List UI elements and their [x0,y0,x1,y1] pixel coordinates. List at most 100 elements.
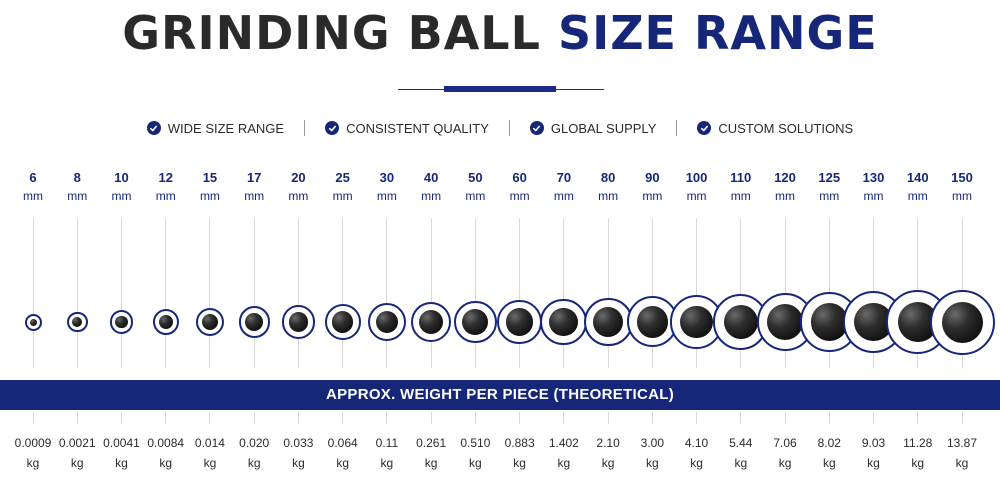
size-unit: mm [244,189,265,203]
guide-line [828,412,830,424]
size-unit: mm [819,189,840,203]
ball-column: 20 mm 0.033 kg [276,170,320,483]
guide-line [474,218,476,368]
weight-unit: kg [115,456,128,470]
ball-ring [454,300,497,344]
guide-line [76,218,78,368]
weight-unit: kg [690,456,703,470]
ball-weight-value: 13.87 [946,436,978,450]
weight-unit: kg [955,456,969,470]
ball-size-value: 120 [774,170,796,185]
guide-line [563,218,565,368]
grinding-ball [593,306,624,338]
size-unit: mm [67,189,88,203]
ball-size-value: 20 [291,170,306,185]
guide-line [607,218,609,368]
grinding-ball [332,311,354,333]
ball-column: 12 mm 0.0084 kg [144,170,188,483]
title-part-2: SIZE RANGE [557,6,878,60]
feature-separator [508,120,510,136]
guide-line [32,412,34,424]
weight-band: APPROX. WEIGHT PER PIECE (THEORETICAL) [0,380,1000,410]
ball-ring [367,302,406,342]
guide-line [474,412,476,424]
grinding-ball [462,309,489,335]
weight-unit: kg [601,456,615,470]
ball-column: 150 mm 13.87 kg [929,170,995,483]
weight-unit: kg [26,456,40,470]
ball-column: 120 mm 7.06 kg [756,170,814,483]
ball-size-value: 110 [730,170,752,185]
grinding-ball [505,308,534,336]
ball-ring [583,297,633,347]
guide-line [873,412,875,424]
size-unit: mm [730,189,751,203]
ball-size-value: 25 [335,170,350,185]
grinding-ball [680,305,714,339]
ball-size-value: 17 [246,170,262,185]
title-underline-accent [444,86,556,92]
grinding-ball [288,312,309,332]
ball-size-value: 125 [818,170,841,185]
guide-line [297,218,299,368]
feature-item: WIDE SIZE RANGE [146,121,284,136]
size-unit: mm [598,189,619,203]
weight-unit: kg [159,456,173,470]
feature-label: CUSTOM SOLUTIONS [718,120,854,136]
size-unit: mm [199,189,220,203]
check-circle-icon [697,121,712,135]
ball-column: 10 mm 0.0041 kg [99,170,143,483]
guide-line [651,412,653,424]
guide-line [430,218,432,368]
guide-line [165,412,167,424]
grinding-ball [245,313,264,331]
weight-unit: kg [70,456,84,470]
guide-line [386,218,388,368]
title-part-1: GRINDING BALL [122,6,541,60]
size-unit: mm [509,189,530,203]
ball-ring [929,289,995,355]
ball-size-value: 15 [202,170,218,185]
ball-weight-value: 0.064 [327,436,358,450]
grinding-ball [636,306,669,338]
size-unit: mm [775,189,796,203]
ball-size-value: 150 [951,170,973,185]
page-title: GRINDING BALL SIZE RANGE [0,6,1000,60]
guide-line [165,218,167,368]
size-unit: mm [155,189,176,203]
ball-size-value: 30 [379,170,395,185]
feature-item: GLOBAL SUPPLY [529,121,656,136]
ball-weight-value: 11.28 [903,436,933,450]
size-unit: mm [952,189,972,203]
weight-unit: kg [911,456,925,470]
ball-weight-value: 8.02 [817,436,841,450]
ball-weight-value: 3.00 [640,436,664,450]
guide-line [209,412,211,424]
guide-line [297,412,299,424]
ball-ring [324,304,361,340]
ball-column: 40 mm 0.261 kg [409,170,453,483]
ball-size-value: 100 [685,170,708,185]
weight-unit: kg [822,456,836,470]
ball-weight-value: 2.10 [596,436,620,450]
ball-ring [66,311,88,333]
ball-column: 110 mm 5.44 kg [713,170,769,483]
grinding-ball [201,313,218,330]
feature-list: WIDE SIZE RANGE CONSISTENT QUALITY GLOBAL … [0,118,1000,138]
ball-size-value: 90 [645,170,660,185]
guide-line [740,218,742,368]
ball-ring [152,308,179,336]
guide-line [696,218,698,368]
size-unit: mm [23,189,43,203]
ball-weight-value: 0.0041 [103,436,140,450]
ball-weight-value: 5.44 [729,436,753,450]
ball-column: 30 mm 0.11 kg [365,170,409,483]
guide-line [32,218,34,368]
ball-column: 15 mm 0.014 kg [188,170,232,483]
size-unit: mm [553,189,574,203]
size-unit: mm [288,189,309,203]
ball-size-value: 12 [158,170,173,185]
grinding-ball [72,317,83,327]
guide-line [651,218,653,368]
size-unit: mm [465,189,486,203]
